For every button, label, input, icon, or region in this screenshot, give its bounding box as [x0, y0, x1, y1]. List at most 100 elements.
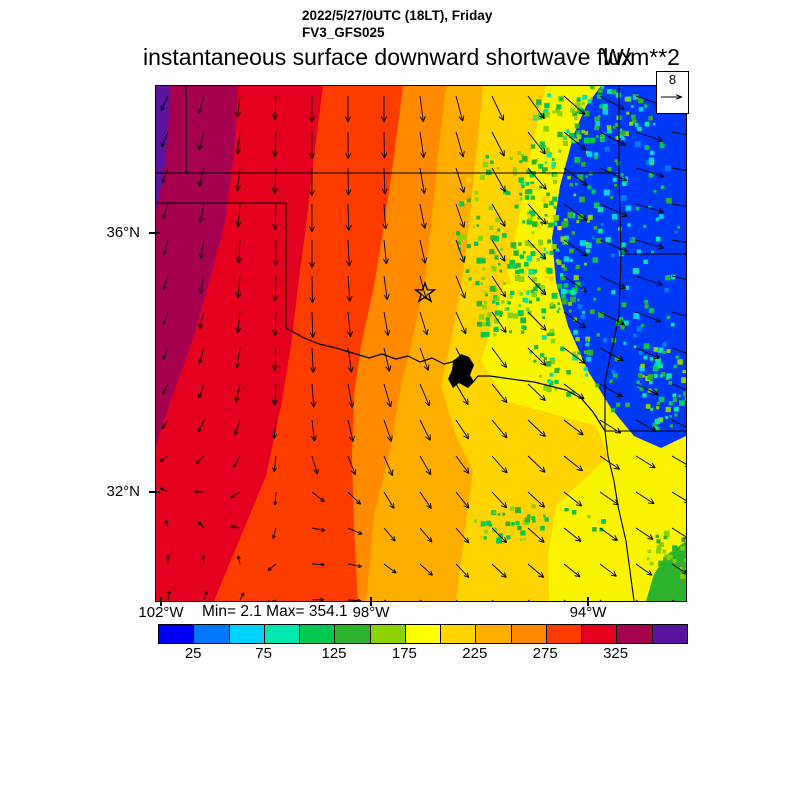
- colorbar-segment: [511, 625, 547, 643]
- cloud-speckle: [596, 238, 602, 244]
- cloud-speckle: [521, 325, 526, 330]
- cloud-speckle: [492, 221, 496, 225]
- wind-arrow: [491, 491, 508, 509]
- cloud-speckle: [474, 197, 479, 202]
- wind-arrow: [272, 275, 279, 301]
- cloud-speckle: [668, 569, 674, 574]
- cloud-speckle: [556, 260, 562, 265]
- wind-arrow: [271, 383, 278, 406]
- wind-arrow: [383, 347, 392, 372]
- cloud-speckle: [664, 165, 671, 172]
- cloud-speckle: [592, 527, 597, 532]
- wind-arrow: [671, 239, 686, 243]
- cloud-speckle: [579, 240, 586, 246]
- cloud-speckle: [648, 172, 654, 178]
- cloud-speckle: [576, 298, 580, 302]
- cloud-speckle: [501, 282, 504, 286]
- cloud-speckle: [649, 380, 653, 385]
- wind-arrow: [419, 239, 428, 264]
- colorbar-segment: [441, 625, 477, 643]
- cloud-speckle: [597, 206, 604, 213]
- cloud-speckle: [638, 98, 644, 104]
- cloud-speckle: [577, 214, 584, 220]
- wind-arrow: [239, 592, 245, 601]
- wind-arrow: [599, 419, 622, 434]
- wind-arrow: [527, 347, 547, 366]
- cloud-speckle: [586, 242, 592, 249]
- contour-map-svg: [156, 86, 686, 601]
- cloud-speckle: [529, 210, 535, 217]
- cloud-speckle: [594, 125, 599, 131]
- wind-arrow: [195, 455, 205, 465]
- cloud-speckle: [509, 330, 512, 334]
- cloud-speckle: [643, 259, 648, 264]
- cloud-speckle: [622, 181, 627, 186]
- wind-arrow: [491, 383, 508, 404]
- minmax-stats-label: Min= 2.1 Max= 354.1: [202, 603, 348, 620]
- cloud-speckle: [653, 347, 658, 352]
- cloud-speckle: [544, 112, 550, 118]
- cloud-speckle: [638, 350, 643, 355]
- wind-arrow: [347, 598, 362, 601]
- cloud-speckle: [540, 525, 545, 531]
- wind-arrow: [347, 527, 363, 535]
- cloud-speckle: [485, 169, 492, 176]
- cloud-speckle: [533, 269, 538, 274]
- cloud-speckle: [618, 133, 624, 139]
- cloud-speckle: [573, 193, 577, 197]
- wind-arrow: [455, 491, 470, 509]
- cloud-speckle: [597, 94, 602, 99]
- wind-arrow: [311, 562, 325, 567]
- cloud-speckle: [597, 115, 601, 118]
- wind-arrow: [671, 527, 686, 539]
- cloud-speckle: [509, 295, 513, 299]
- cloud-speckle: [598, 228, 603, 234]
- cloud-speckle: [482, 254, 486, 259]
- cloud-speckle: [474, 241, 479, 246]
- wind-arrow: [161, 131, 169, 148]
- cloud-speckle: [634, 141, 641, 148]
- colorbar-tick-label: 325: [603, 645, 629, 662]
- reference-vector-value: 8: [668, 72, 677, 87]
- cloud-speckle: [635, 206, 640, 211]
- cloud-speckle: [541, 289, 545, 293]
- cloud-speckle: [639, 366, 645, 372]
- cloud-speckle: [480, 332, 487, 338]
- cloud-speckle: [678, 394, 682, 398]
- wind-arrow: [382, 203, 389, 230]
- cloud-speckle: [493, 333, 497, 337]
- cloud-speckle: [476, 224, 480, 227]
- cloud-speckle: [524, 264, 530, 270]
- wind-arrow: [159, 455, 169, 462]
- cloud-speckle: [617, 317, 624, 323]
- colorbar-segment: [476, 625, 512, 643]
- wind-arrow: [635, 275, 663, 287]
- lon-label: 94°W: [569, 604, 607, 621]
- cloud-speckle: [524, 261, 529, 267]
- wind-arrow: [203, 590, 208, 601]
- cloud-speckle: [587, 349, 594, 356]
- wind-arrow: [383, 419, 393, 442]
- wind-arrow: [234, 383, 241, 403]
- cloud-speckle: [593, 297, 597, 301]
- cloud-speckle: [571, 510, 577, 515]
- cloud-speckle: [549, 200, 554, 206]
- cloud-speckle: [506, 191, 511, 196]
- cloud-speckle: [611, 369, 616, 374]
- cloud-speckle: [520, 317, 527, 324]
- wind-arrow: [419, 167, 427, 194]
- cloud-speckle: [553, 179, 557, 184]
- wind-arrow: [162, 383, 169, 395]
- cloud-speckle: [575, 138, 579, 143]
- cloud-speckle: [525, 181, 530, 186]
- cloud-speckle: [526, 219, 533, 225]
- cloud-speckle: [480, 322, 486, 327]
- cloud-speckle: [489, 248, 495, 255]
- colorbar-segment: [617, 625, 653, 643]
- cloud-speckle: [557, 225, 562, 231]
- cloud-speckle: [546, 152, 552, 158]
- cloud-speckle: [566, 370, 571, 375]
- wind-arrow: [491, 311, 507, 333]
- cloud-speckle: [532, 519, 536, 523]
- wind-arrow: [419, 563, 433, 576]
